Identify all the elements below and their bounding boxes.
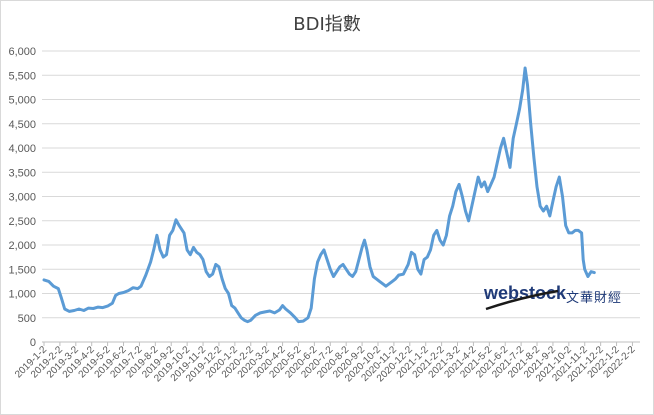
- series-line-bdi: [42, 66, 596, 324]
- y-tick-label: 500: [18, 313, 36, 325]
- webstock-logo: webstock 文華財經: [482, 283, 642, 313]
- x-axis: 2019-1-22019-2-22019-3-22019-4-22019-5-2…: [13, 342, 638, 384]
- y-tick-label: 2,000: [8, 240, 36, 252]
- logo-brand-cn: 文華財經: [566, 291, 623, 306]
- logo-swoosh-icon: [485, 289, 559, 311]
- y-tick-label: 4,000: [8, 143, 36, 155]
- y-tick-label: 0: [30, 337, 36, 349]
- y-tick-label: 2,500: [8, 216, 36, 228]
- y-tick-label: 5,500: [8, 70, 36, 82]
- y-tick-label: 1,500: [8, 264, 36, 276]
- series-layer: [42, 66, 596, 324]
- y-tick-label: 3,000: [8, 192, 36, 204]
- y-tick-label: 6,000: [8, 46, 36, 58]
- y-tick-label: 5,000: [8, 95, 36, 107]
- logo-brand: webstock: [484, 283, 567, 303]
- y-tick-label: 1,000: [8, 289, 36, 301]
- y-tick-label: 3,500: [8, 167, 36, 179]
- y-tick-label: 4,500: [8, 119, 36, 131]
- chart-title: BDI指數: [293, 14, 361, 35]
- gridlines: [42, 50, 640, 343]
- y-axis: 0 500 1,000 1,500 2,000 2,500 3,000 3,500 4,000 4…: [8, 46, 36, 349]
